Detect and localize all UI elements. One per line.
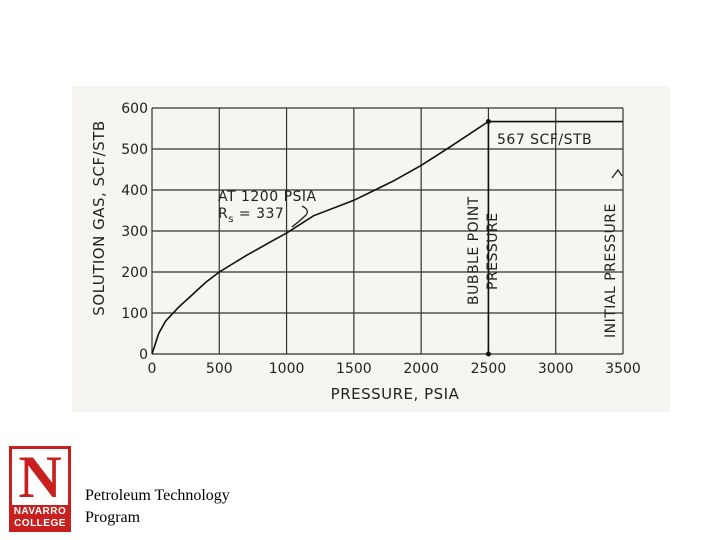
bubble-point-label-line2: PRESSURE	[485, 212, 501, 290]
x-tick-label-2: 1000	[269, 361, 305, 377]
y-tick-label-0: 0	[139, 347, 148, 363]
x-tick-label-3: 1500	[336, 361, 372, 377]
logo-letter: N	[12, 447, 68, 507]
x-tick-label-6: 3000	[538, 361, 574, 377]
x-axis-label: PRESSURE, PSIA	[331, 385, 460, 403]
footer-caption: Petroleum Technology Program	[85, 485, 285, 529]
chart-scan-background	[72, 86, 670, 412]
y-tick-label-2: 200	[121, 265, 148, 281]
bubble-point-label-line1: BUBBLE POINT	[466, 196, 482, 305]
rs-annotation-line1: AT 1200 PSIA	[218, 189, 317, 205]
chart-grid	[151, 107, 624, 355]
series-layer	[151, 119, 623, 357]
x-tick-labels: 0 500 1000 1500 2000 2500 3000 3500	[148, 361, 641, 377]
y-tick-label-4: 400	[121, 183, 148, 199]
x-tick-label-7: 3500	[605, 361, 641, 377]
x-tick-label-5: 2500	[471, 361, 507, 377]
footer-line-2: Program	[85, 509, 141, 526]
navarro-college-logo: N NAVARRO COLLEGE	[9, 446, 71, 532]
x-tick-label-4: 2000	[403, 361, 439, 377]
bubble-point-value-label: 567 SCF/STB	[497, 132, 592, 148]
series-line-0	[151, 120, 489, 355]
initial-pressure-label: INITIAL PRESSURE	[603, 203, 619, 338]
y-tick-label-1: 100	[121, 306, 148, 322]
footer-line-1: Petroleum Technology	[85, 487, 230, 504]
y-tick-label-3: 300	[121, 224, 148, 240]
bubble-point-marker	[485, 119, 491, 125]
y-tick-label-5: 500	[121, 142, 148, 158]
x-tick-label-0: 0	[148, 361, 157, 377]
x-tick-label-1: 500	[206, 361, 233, 377]
logo-word-navarro: NAVARRO	[13, 506, 67, 517]
rs-annotation-arrow	[291, 205, 308, 228]
y-axis-label: SOLUTION GAS, SCF/STB	[90, 120, 108, 315]
y-tick-label-6: 600	[121, 101, 148, 117]
logo-word-college: COLLEGE	[14, 518, 66, 529]
y-tick-labels: 0 100 200 300 400 500 600	[121, 101, 148, 363]
initial-pressure-arrow	[611, 168, 623, 179]
bubble-point-axis-marker	[485, 351, 491, 357]
rs-annotation-line2: Rs = 337	[218, 206, 284, 225]
